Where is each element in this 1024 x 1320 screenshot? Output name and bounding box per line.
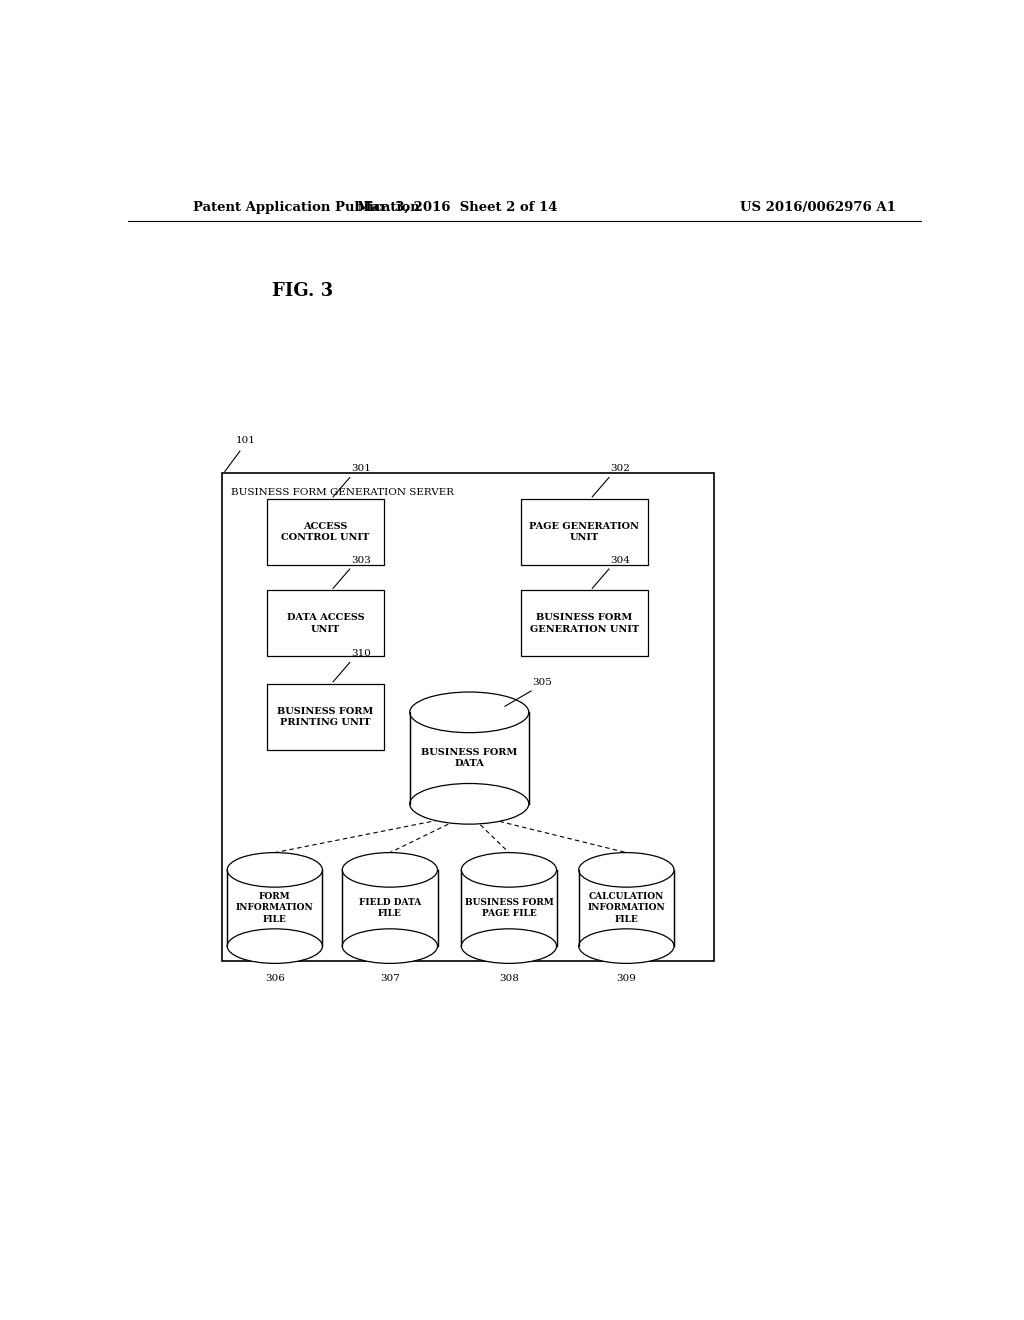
Bar bbox=[221, 474, 714, 961]
Polygon shape bbox=[342, 870, 437, 946]
Bar bbox=[521, 590, 648, 656]
Ellipse shape bbox=[579, 929, 674, 964]
Text: FIELD DATA
FILE: FIELD DATA FILE bbox=[358, 898, 421, 919]
Text: 308: 308 bbox=[499, 974, 519, 982]
Text: BUSINESS FORM
PAGE FILE: BUSINESS FORM PAGE FILE bbox=[465, 898, 553, 919]
Text: FIG. 3: FIG. 3 bbox=[272, 281, 333, 300]
Bar bbox=[267, 684, 384, 750]
Text: CALCULATION
INFORMATION
FILE: CALCULATION INFORMATION FILE bbox=[588, 892, 666, 924]
Ellipse shape bbox=[342, 853, 437, 887]
Text: Patent Application Publication: Patent Application Publication bbox=[194, 201, 420, 214]
Polygon shape bbox=[461, 870, 557, 946]
Text: BUSINESS FORM
PRINTING UNIT: BUSINESS FORM PRINTING UNIT bbox=[278, 706, 374, 727]
Text: 304: 304 bbox=[610, 556, 631, 565]
Text: BUSINESS FORM
GENERATION UNIT: BUSINESS FORM GENERATION UNIT bbox=[529, 612, 639, 634]
Ellipse shape bbox=[342, 929, 437, 964]
Text: 310: 310 bbox=[351, 649, 371, 659]
Ellipse shape bbox=[227, 853, 323, 887]
Text: PAGE GENERATION
UNIT: PAGE GENERATION UNIT bbox=[529, 521, 639, 543]
Text: BUSINESS FORM GENERATION SERVER: BUSINESS FORM GENERATION SERVER bbox=[231, 487, 455, 496]
Ellipse shape bbox=[461, 929, 557, 964]
Text: 302: 302 bbox=[610, 465, 631, 474]
Text: 303: 303 bbox=[351, 556, 371, 565]
Text: 309: 309 bbox=[616, 974, 636, 982]
Text: 306: 306 bbox=[265, 974, 285, 982]
Bar bbox=[267, 499, 384, 565]
Text: DATA ACCESS
UNIT: DATA ACCESS UNIT bbox=[287, 612, 365, 634]
Text: 305: 305 bbox=[532, 678, 553, 686]
Ellipse shape bbox=[410, 692, 528, 733]
Ellipse shape bbox=[579, 853, 674, 887]
Bar bbox=[521, 499, 648, 565]
Ellipse shape bbox=[410, 784, 528, 824]
Text: 307: 307 bbox=[380, 974, 399, 982]
Polygon shape bbox=[410, 713, 528, 804]
Ellipse shape bbox=[227, 929, 323, 964]
Ellipse shape bbox=[461, 853, 557, 887]
Text: ACCESS
CONTROL UNIT: ACCESS CONTROL UNIT bbox=[282, 521, 370, 543]
Text: US 2016/0062976 A1: US 2016/0062976 A1 bbox=[740, 201, 896, 214]
Text: 301: 301 bbox=[351, 465, 371, 474]
Text: BUSINESS FORM
DATA: BUSINESS FORM DATA bbox=[421, 747, 517, 768]
Text: Mar. 3, 2016  Sheet 2 of 14: Mar. 3, 2016 Sheet 2 of 14 bbox=[357, 201, 558, 214]
Polygon shape bbox=[227, 870, 323, 946]
Text: FORM
INFORMATION
FILE: FORM INFORMATION FILE bbox=[236, 892, 313, 924]
Bar bbox=[267, 590, 384, 656]
Text: 101: 101 bbox=[236, 436, 256, 445]
Polygon shape bbox=[579, 870, 674, 946]
